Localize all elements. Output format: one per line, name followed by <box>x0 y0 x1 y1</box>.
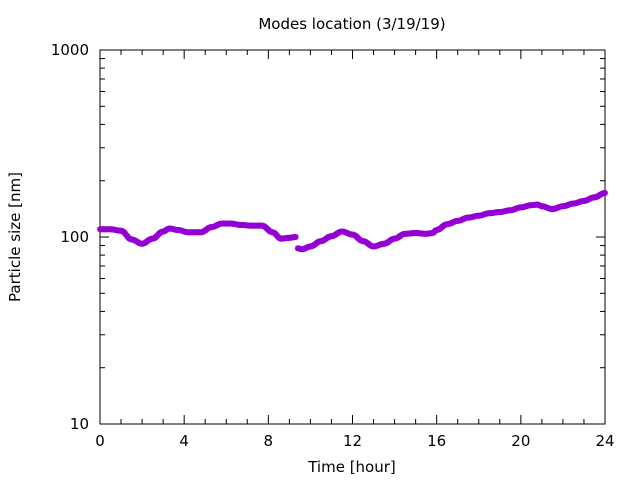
y-tick-label: 100 <box>60 228 89 246</box>
x-axis-label: Time [hour] <box>307 458 396 476</box>
x-tick-label: 12 <box>343 432 362 450</box>
chart-title: Modes location (3/19/19) <box>258 15 445 33</box>
x-tick-labels: 0 4 8 12 16 20 24 <box>95 432 614 450</box>
y-axis-label: Particle size [nm] <box>6 172 24 302</box>
x-tick-label: 0 <box>95 432 105 450</box>
x-tick-label: 4 <box>179 432 189 450</box>
data-points <box>97 189 608 253</box>
data-point <box>292 234 299 240</box>
x-tick-label: 24 <box>595 432 614 450</box>
y-tick-label: 10 <box>70 415 89 433</box>
axis-ticks <box>99 49 606 425</box>
y-tick-label: 1000 <box>51 41 89 59</box>
y-tick-labels: 10 100 1000 <box>51 41 89 433</box>
x-tick-label: 16 <box>427 432 446 450</box>
x-tick-label: 8 <box>264 432 274 450</box>
x-tick-label: 20 <box>511 432 530 450</box>
data-point <box>602 189 608 196</box>
